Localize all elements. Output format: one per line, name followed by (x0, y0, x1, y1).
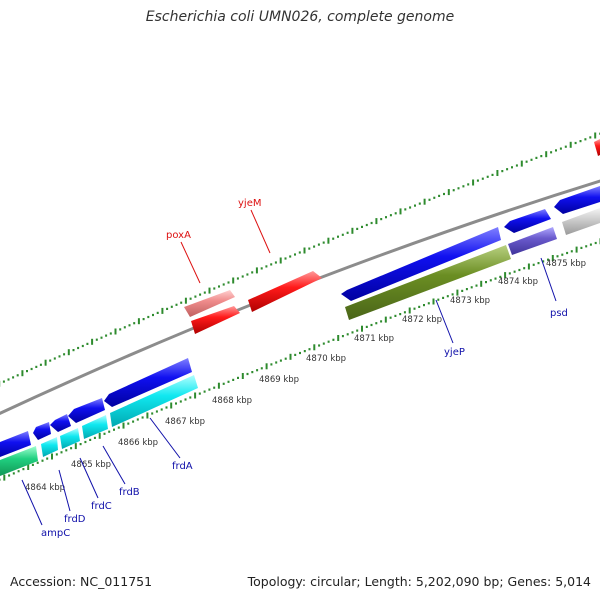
genome-title: Escherichia coli UMN026, complete genome (145, 9, 455, 25)
gene-arrow-yjeP (345, 245, 511, 320)
gene-arrow-frdC (60, 428, 80, 449)
forward-genes (184, 139, 600, 334)
gene-arrow-row1-c (50, 414, 71, 432)
label-leaders (21, 209, 557, 526)
leader-frdB (102, 445, 126, 485)
gene-arrow-poxA (184, 290, 235, 317)
gene-arrow-row1-a (0, 431, 31, 458)
scale-label: 4867 kbp (165, 417, 205, 427)
gene-arrow-row1-f (341, 227, 501, 301)
gene-arrow-top-right (594, 139, 600, 156)
gene-labels: poxA yjeM ampC frdD frdC frdB frdA yjeP … (41, 198, 568, 539)
gene-arrow-row1-b (33, 422, 51, 440)
leader-frdD (58, 469, 71, 512)
inner-ruler (0, 238, 600, 481)
leader-frdC (79, 457, 99, 499)
gene-label-ampC: ampC (41, 528, 70, 539)
gene-label-frdC: frdC (91, 501, 112, 512)
gene-label-frdA: frdA (172, 461, 193, 472)
gene-arrow-frdD (41, 437, 58, 457)
gene-label-frdD: frdD (64, 514, 86, 525)
leader-frdA (149, 417, 181, 459)
gene-arrow-psd (508, 227, 557, 255)
gene-arrow-ampC (0, 446, 38, 477)
gene-arrow-row1-d (68, 398, 105, 423)
scale-label: 4872 kbp (402, 315, 442, 325)
leader-poxA (180, 241, 201, 284)
leader-yjeP (435, 299, 454, 344)
scale-label: 4873 kbp (450, 296, 490, 306)
genome-summary-text: Topology: circular; Length: 5,202,090 bp… (247, 574, 591, 589)
outer-ruler (0, 132, 600, 387)
gene-arrow-frdB (82, 415, 108, 439)
gene-arrow-frdA (110, 375, 198, 427)
reverse-genes-row-2 (0, 208, 600, 477)
gene-arrow-poxA-2 (191, 306, 240, 334)
accession-text: Accession: NC_011751 (10, 574, 153, 589)
scale-label: 4865 kbp (71, 460, 111, 470)
gene-arrow-row1-g (504, 209, 551, 233)
gene-label-psd: psd (550, 308, 568, 319)
scale-label: 4869 kbp (259, 375, 299, 385)
scale-label: 4871 kbp (354, 334, 394, 344)
scale-label: 4868 kbp (212, 396, 252, 406)
backbone-line (0, 179, 600, 415)
scale-label: 4874 kbp (498, 277, 538, 287)
leader-ampC (21, 479, 43, 526)
gene-label-frdB: frdB (119, 487, 140, 498)
gene-label-yjeM: yjeM (238, 198, 261, 209)
gene-label-poxA: poxA (166, 230, 191, 241)
reverse-genes-row-1 (0, 186, 600, 458)
leader-psd (540, 257, 557, 302)
gene-arrow-gray (562, 208, 600, 235)
scale-label: 4864 kbp (25, 483, 65, 493)
scale-label: 4866 kbp (118, 438, 158, 448)
gene-arrow-row1-e (104, 358, 192, 407)
gene-arrow-row1-h (554, 186, 600, 214)
gene-arrow-yjeM (248, 271, 322, 312)
gene-label-yjeP: yjeP (444, 347, 465, 358)
leader-yjeM (250, 209, 271, 254)
scale-labels: 4864 kbp 4865 kbp 4866 kbp 4867 kbp 4868… (25, 259, 586, 493)
scale-label: 4875 kbp (546, 259, 586, 269)
scale-label: 4870 kbp (306, 354, 346, 364)
